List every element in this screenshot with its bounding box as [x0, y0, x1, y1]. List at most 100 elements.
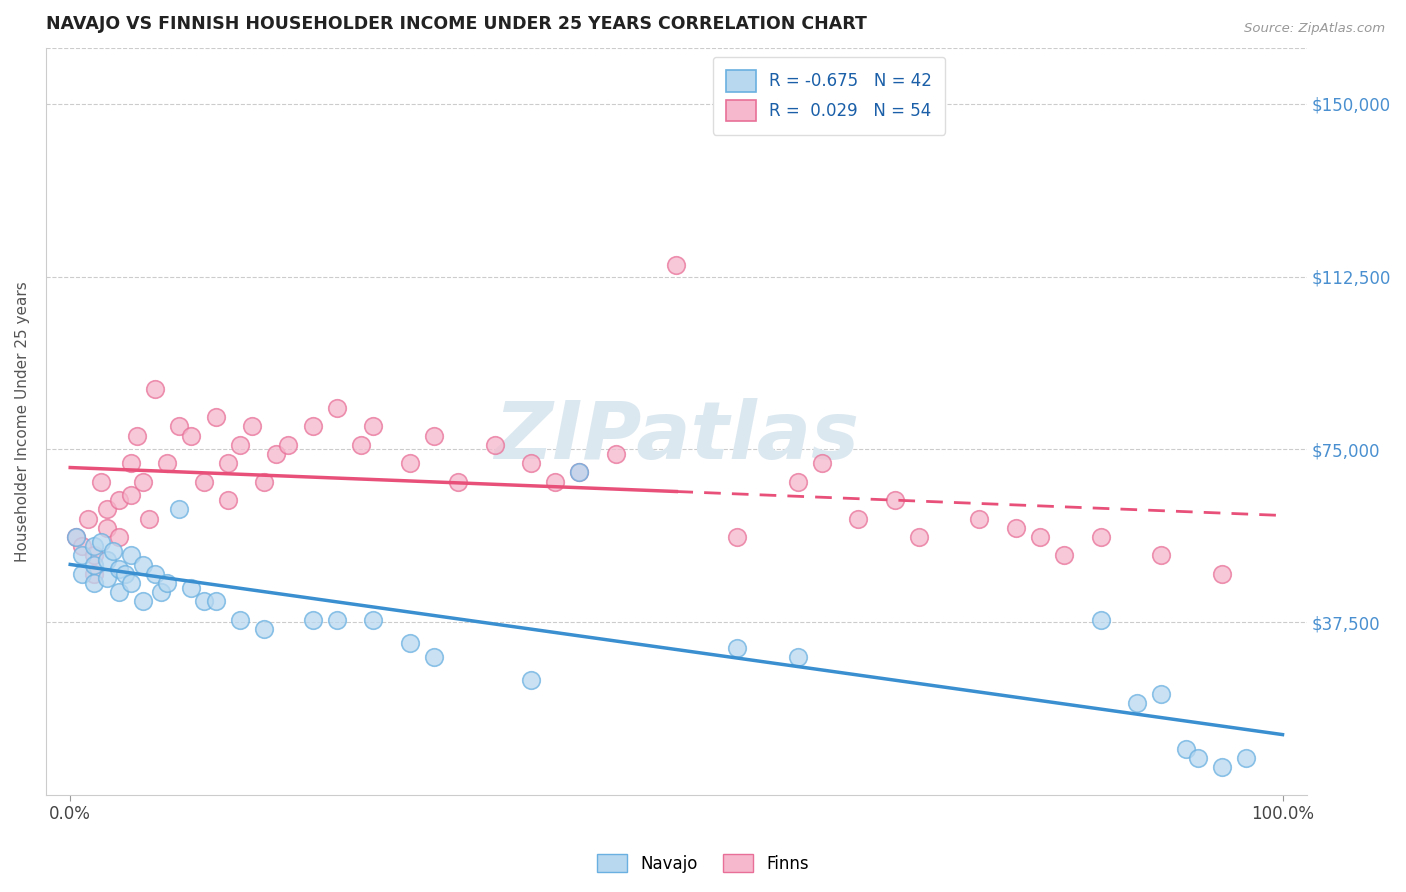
- Point: [107, 493, 129, 508]
- Point: [65, 530, 87, 544]
- Point: [72, 549, 94, 563]
- Point: [363, 419, 385, 434]
- Point: [1187, 751, 1209, 765]
- Point: [96, 553, 118, 567]
- Point: [204, 594, 226, 608]
- Point: [114, 566, 136, 581]
- Point: [138, 511, 160, 525]
- Point: [204, 410, 226, 425]
- Point: [568, 466, 591, 480]
- Point: [217, 456, 239, 470]
- Point: [193, 475, 215, 489]
- Point: [217, 493, 239, 508]
- Point: [969, 511, 991, 525]
- Point: [301, 419, 323, 434]
- Point: [447, 475, 470, 489]
- Point: [96, 502, 118, 516]
- Point: [107, 562, 129, 576]
- Point: [253, 622, 276, 636]
- Point: [725, 640, 748, 655]
- Point: [1211, 760, 1233, 774]
- Point: [101, 543, 124, 558]
- Point: [363, 613, 385, 627]
- Point: [398, 456, 420, 470]
- Point: [156, 456, 179, 470]
- Point: [544, 475, 567, 489]
- Point: [96, 571, 118, 585]
- Point: [143, 383, 166, 397]
- Point: [277, 438, 299, 452]
- Point: [143, 566, 166, 581]
- Point: [326, 613, 349, 627]
- Point: [107, 585, 129, 599]
- Point: [520, 456, 543, 470]
- Point: [180, 581, 202, 595]
- Point: [1126, 696, 1149, 710]
- Point: [1029, 530, 1052, 544]
- Point: [568, 466, 591, 480]
- Point: [89, 534, 111, 549]
- Point: [811, 456, 834, 470]
- Point: [883, 493, 905, 508]
- Point: [908, 530, 931, 544]
- Point: [266, 447, 288, 461]
- Point: [423, 649, 446, 664]
- Point: [1150, 549, 1173, 563]
- Point: [398, 636, 420, 650]
- Point: [65, 530, 87, 544]
- Point: [169, 502, 191, 516]
- Point: [229, 613, 252, 627]
- Point: [665, 258, 688, 272]
- Point: [120, 576, 142, 591]
- Point: [77, 511, 100, 525]
- Point: [107, 530, 129, 544]
- Point: [120, 488, 142, 502]
- Point: [350, 438, 373, 452]
- Point: [125, 428, 148, 442]
- Point: [169, 419, 191, 434]
- Point: [1150, 687, 1173, 701]
- Point: [484, 438, 506, 452]
- Point: [180, 428, 202, 442]
- Point: [83, 558, 105, 572]
- Point: [150, 585, 173, 599]
- Legend: Navajo, Finns: Navajo, Finns: [591, 847, 815, 880]
- Point: [1053, 549, 1076, 563]
- Point: [423, 428, 446, 442]
- Point: [132, 594, 155, 608]
- Point: [786, 475, 808, 489]
- Point: [253, 475, 276, 489]
- Point: [83, 576, 105, 591]
- Point: [520, 673, 543, 687]
- Point: [1211, 566, 1233, 581]
- Point: [89, 475, 111, 489]
- Text: ZIPatlas: ZIPatlas: [494, 398, 859, 475]
- Point: [72, 566, 94, 581]
- Point: [1090, 613, 1112, 627]
- Text: Source: ZipAtlas.com: Source: ZipAtlas.com: [1244, 22, 1385, 36]
- Point: [229, 438, 252, 452]
- Point: [846, 511, 869, 525]
- Point: [1004, 521, 1026, 535]
- Point: [301, 613, 323, 627]
- Point: [156, 576, 179, 591]
- Point: [120, 549, 142, 563]
- Legend: R = -0.675   N = 42, R =  0.029   N = 54: R = -0.675 N = 42, R = 0.029 N = 54: [713, 57, 945, 135]
- Point: [725, 530, 748, 544]
- Point: [786, 649, 808, 664]
- Point: [326, 401, 349, 415]
- Point: [83, 566, 105, 581]
- Point: [132, 558, 155, 572]
- Point: [72, 539, 94, 553]
- Point: [193, 594, 215, 608]
- Text: NAVAJO VS FINNISH HOUSEHOLDER INCOME UNDER 25 YEARS CORRELATION CHART: NAVAJO VS FINNISH HOUSEHOLDER INCOME UND…: [46, 15, 868, 33]
- Point: [96, 521, 118, 535]
- Point: [605, 447, 627, 461]
- Point: [132, 475, 155, 489]
- Point: [120, 456, 142, 470]
- Point: [1090, 530, 1112, 544]
- Point: [240, 419, 263, 434]
- Y-axis label: Householder Income Under 25 years: Householder Income Under 25 years: [15, 281, 30, 562]
- Point: [1234, 751, 1257, 765]
- Point: [83, 549, 105, 563]
